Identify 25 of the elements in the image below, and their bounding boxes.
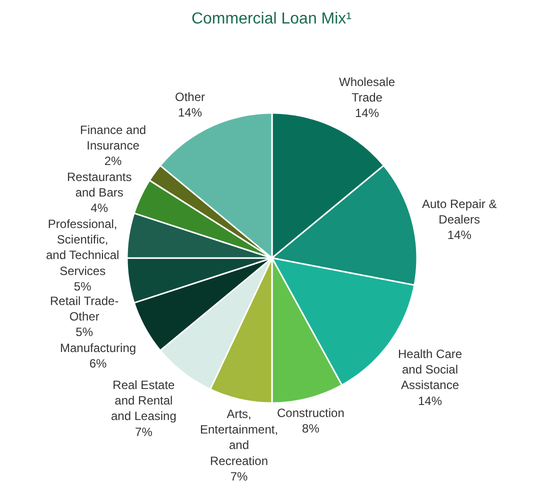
- data-label: 6%: [89, 356, 108, 371]
- slice-label: Professional, Scientific, and Technical Services: [46, 217, 120, 278]
- data-label: 7%: [230, 469, 248, 484]
- data-label: 14%: [355, 106, 380, 120]
- data-label: 14%: [178, 106, 202, 120]
- data-label: 8%: [302, 422, 320, 436]
- slice-label: Arts, Entertainment, and Recreation: [200, 407, 278, 468]
- slice-label: Retail Trade-Other: [50, 294, 119, 324]
- slice-label: Restaurants and Bars: [67, 170, 132, 200]
- slice-label: Auto Repair & Dealers: [422, 197, 497, 227]
- data-label: 4%: [90, 201, 108, 216]
- data-label: 2%: [104, 154, 122, 168]
- slice-label: Real Estate and Rental and Leasing: [111, 378, 176, 424]
- slice-label: Other: [175, 90, 206, 104]
- slice-label: Finance and Insurance: [80, 123, 146, 153]
- data-label: 5%: [76, 325, 94, 340]
- data-label: 14%: [418, 394, 442, 408]
- slice-label: Health Care and Social Assistance: [398, 347, 462, 392]
- chart-title: Commercial Loan Mix¹: [191, 10, 352, 28]
- data-label: 5%: [74, 279, 92, 294]
- slice-label: Construction: [277, 406, 344, 420]
- data-label: 7%: [135, 424, 153, 439]
- slice-label: Manufacturing: [60, 341, 136, 355]
- slice-label: Wholesale Trade: [339, 75, 396, 105]
- data-label: 14%: [447, 228, 472, 242]
